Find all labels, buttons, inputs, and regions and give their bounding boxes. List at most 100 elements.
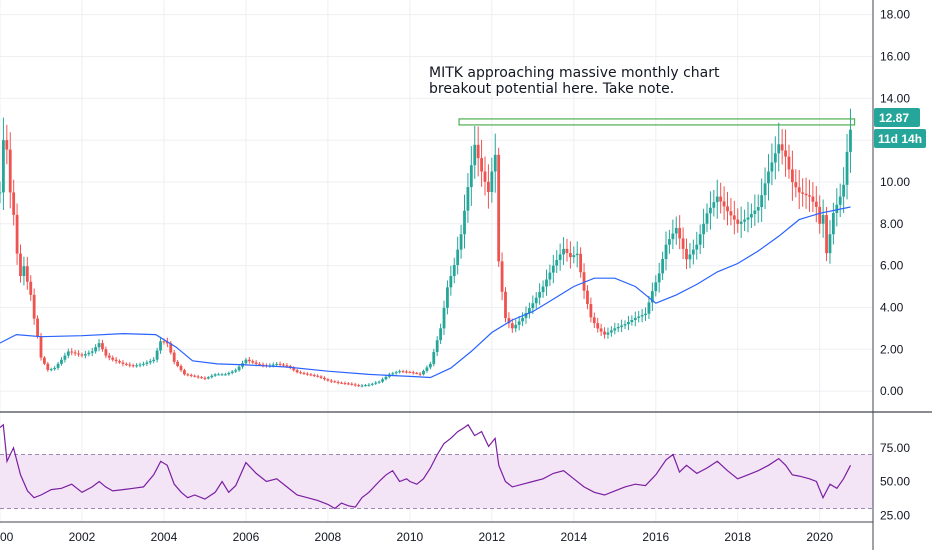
candle-body bbox=[418, 373, 422, 375]
candle-body bbox=[261, 364, 265, 366]
candle-body bbox=[664, 244, 668, 260]
candle-body bbox=[391, 373, 395, 375]
candle-body bbox=[237, 366, 241, 371]
candle-body bbox=[394, 372, 398, 374]
candle-body bbox=[603, 331, 606, 335]
candle-body bbox=[719, 196, 723, 202]
candle-body bbox=[63, 355, 67, 360]
candle-body bbox=[828, 234, 832, 254]
candle-body bbox=[128, 364, 132, 366]
candle-body bbox=[29, 281, 33, 295]
price-tick-label: 4.00 bbox=[880, 300, 904, 314]
candle-body bbox=[176, 361, 180, 366]
candle-body bbox=[654, 282, 658, 292]
candle-body bbox=[224, 374, 227, 376]
time-tick-label: 2004 bbox=[151, 530, 178, 544]
candle-body bbox=[517, 321, 521, 325]
candle-body bbox=[688, 254, 692, 260]
candle-body bbox=[350, 383, 354, 385]
candle-body bbox=[456, 249, 460, 265]
candle-body bbox=[685, 248, 688, 260]
candle-body bbox=[620, 325, 624, 327]
candle-body bbox=[507, 318, 511, 324]
price-pane[interactable]: MITK approaching massive monthly chart b… bbox=[0, 0, 873, 522]
candle-body bbox=[784, 150, 787, 157]
rsi-pane[interactable] bbox=[0, 423, 873, 510]
candle-body bbox=[538, 292, 542, 298]
time-axis[interactable]: 2000 2002 2004 2006 2008 2010 2012 2014 2016 2018… bbox=[0, 530, 833, 544]
candle-body bbox=[814, 201, 818, 207]
candle-body bbox=[528, 308, 531, 314]
candle-body bbox=[811, 196, 815, 202]
candle-body bbox=[459, 234, 463, 250]
candle-body bbox=[206, 377, 210, 379]
candle-body bbox=[172, 352, 176, 362]
candle-body bbox=[326, 379, 330, 381]
candle-body bbox=[340, 382, 343, 384]
resistance-line[interactable] bbox=[458, 118, 856, 126]
candle-body bbox=[483, 171, 487, 182]
candle-body bbox=[743, 219, 746, 222]
candle-body bbox=[760, 195, 764, 208]
candle-body bbox=[104, 349, 108, 356]
candle-body bbox=[193, 375, 197, 377]
candle-body bbox=[367, 384, 371, 386]
candle-body bbox=[521, 317, 524, 322]
candle-body bbox=[510, 323, 514, 329]
candle-body bbox=[22, 266, 26, 277]
candle-body bbox=[186, 374, 190, 376]
candle-body bbox=[162, 341, 166, 343]
candle-body bbox=[179, 365, 183, 371]
candle-body bbox=[131, 365, 135, 367]
candle-body bbox=[145, 362, 149, 364]
rsi-axis[interactable]: 25.00 50.00 75.00 bbox=[880, 441, 910, 523]
candle-body bbox=[452, 264, 456, 277]
candle-body bbox=[346, 383, 350, 385]
candle-body bbox=[25, 266, 29, 282]
candle-body bbox=[534, 297, 538, 304]
time-tick-label: 2018 bbox=[724, 530, 751, 544]
candle-body bbox=[5, 140, 9, 150]
candles bbox=[0, 108, 852, 388]
candle-body bbox=[101, 343, 104, 350]
candle-body bbox=[476, 144, 480, 159]
candle-body bbox=[750, 214, 753, 218]
candle-body bbox=[555, 260, 559, 266]
countdown-badge: 11d 14h bbox=[874, 129, 926, 148]
time-tick-label: 2012 bbox=[478, 530, 505, 544]
candle-body bbox=[251, 361, 255, 363]
last-price-badge: 12.87 bbox=[874, 108, 920, 127]
rsi-tick-label: 25.00 bbox=[880, 508, 910, 522]
candle-body bbox=[753, 210, 757, 215]
candle-body bbox=[698, 234, 702, 245]
candle-body bbox=[586, 290, 589, 305]
candle-body bbox=[213, 374, 217, 376]
candle-body bbox=[90, 351, 94, 353]
candle-body bbox=[353, 384, 357, 386]
candle-body bbox=[230, 371, 234, 373]
time-tick-label: 2010 bbox=[397, 530, 424, 544]
candle-body bbox=[118, 361, 121, 363]
candle-body bbox=[2, 140, 5, 193]
candle-body bbox=[678, 227, 682, 239]
last-price-label: 12.87 bbox=[879, 111, 909, 125]
candle-body bbox=[196, 376, 200, 378]
candle-body bbox=[39, 336, 43, 358]
candle-body bbox=[500, 261, 504, 292]
candle-body bbox=[107, 355, 111, 358]
candle-body bbox=[849, 129, 852, 152]
candle-body bbox=[159, 341, 162, 351]
candle-body bbox=[842, 184, 846, 197]
candle-body bbox=[787, 156, 791, 170]
countdown-label: 11d 14h bbox=[878, 132, 922, 146]
candle-body bbox=[592, 317, 596, 324]
candle-body bbox=[623, 324, 627, 326]
candle-body bbox=[442, 307, 446, 329]
candle-body bbox=[401, 371, 405, 373]
candle-body bbox=[691, 249, 695, 255]
candle-body bbox=[8, 149, 12, 193]
candle-body bbox=[217, 374, 220, 376]
candle-body bbox=[254, 362, 258, 364]
candle-body bbox=[278, 363, 282, 365]
